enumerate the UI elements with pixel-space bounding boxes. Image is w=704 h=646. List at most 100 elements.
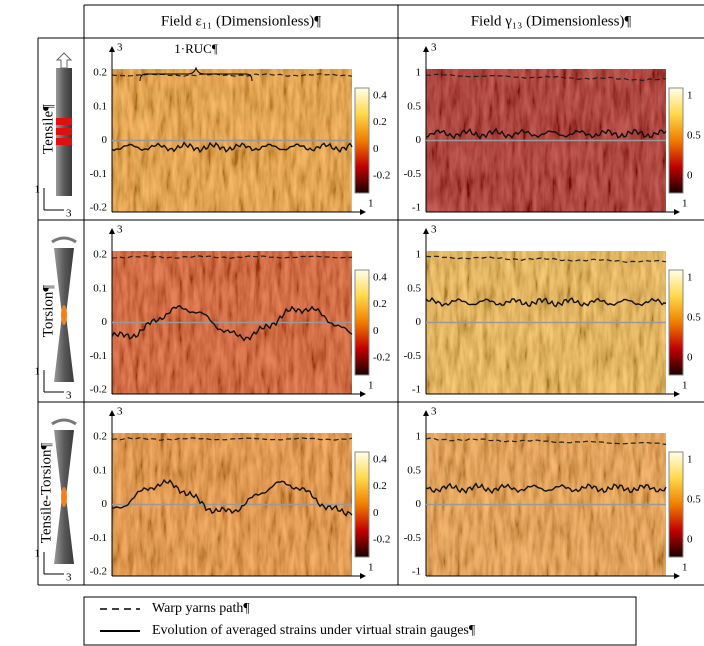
y-tick-label: -0.1 (90, 168, 107, 180)
axis-label: 1 (682, 198, 688, 210)
colorbar (668, 451, 684, 558)
legend-entry: Warp yarns path¶ (152, 601, 250, 616)
specimen-center (61, 305, 67, 325)
axis-label: 1 (682, 380, 688, 392)
y-tick-label: -0.5 (404, 532, 422, 544)
colorbar (354, 87, 370, 194)
axis-arrow (360, 573, 366, 579)
row-label: Torsion¶ (40, 285, 56, 338)
colorbar-tick-label: 0.2 (373, 480, 387, 492)
y-tick-label: 0 (102, 134, 108, 146)
specimen-axis-label: 3 (66, 390, 72, 402)
colorbar (354, 451, 370, 558)
specimen-arrow (55, 52, 73, 69)
y-tick-label: 0.1 (93, 464, 107, 476)
axis-arrow (674, 209, 680, 215)
y-tick-label: -0.2 (90, 566, 107, 578)
colorbar-tick-label: 0.4 (373, 454, 387, 466)
row-label: Tensile-Torsion¶ (38, 443, 54, 544)
y-tick-label: 0 (416, 134, 422, 146)
colorbar-tick-label: -0.2 (373, 534, 390, 546)
specimen-band (56, 118, 72, 125)
axis-label: 1 (368, 380, 374, 392)
ruc-brace (139, 66, 253, 82)
strain-curve (111, 141, 353, 154)
y-tick-label: -0.5 (404, 168, 422, 180)
y-tick-label: -1 (412, 202, 421, 214)
colorbar-tick-label: 0.2 (373, 298, 387, 310)
colorbar-tick-label: 1 (687, 454, 693, 466)
row-label: Tensile¶ (40, 104, 56, 154)
warp-path (111, 255, 353, 259)
legend-entry: Evolution of averaged strains under virt… (152, 623, 476, 638)
axis-arrow (674, 391, 680, 397)
colorbar-tick-label: 0.4 (373, 272, 387, 284)
warp-path (425, 255, 667, 263)
strain-curve (425, 482, 667, 495)
specimen-axis-label: 3 (66, 208, 72, 220)
column-header: Field γ₁₃ (Dimensionless)¶ (471, 13, 632, 29)
axis-arrow (423, 410, 429, 416)
y-tick-label: -0.5 (404, 350, 422, 362)
warp-path (425, 437, 667, 445)
colorbar-tick-label: 0.5 (687, 494, 701, 506)
y-tick-label: -1 (412, 384, 421, 396)
axis-label: 1 (368, 198, 374, 210)
y-tick-label: -0.1 (90, 532, 107, 544)
colorbar-tick-label: 0 (687, 170, 693, 182)
colorbar-tick-label: -0.2 (373, 352, 390, 364)
y-tick-label: -0.2 (90, 202, 107, 214)
specimen-axis-label: 1 (35, 184, 41, 196)
strain-curve (111, 305, 353, 342)
colorbar (354, 269, 370, 376)
annotation: 1·RUC¶ (174, 41, 218, 56)
strain-curve (425, 127, 667, 140)
axis-arrow (423, 46, 429, 52)
table-grid (37, 4, 704, 646)
colorbar-tick-label: 0 (373, 325, 379, 337)
axis-label: 1 (368, 562, 374, 574)
colorbar-tick-label: 0 (687, 352, 693, 364)
y-tick-label: 0 (416, 316, 422, 328)
specimen-arrow (51, 236, 77, 244)
colorbar-tick-label: 0 (687, 534, 693, 546)
axis-arrow (423, 228, 429, 234)
y-tick-label: 1 (416, 431, 422, 443)
axis-label: 3 (431, 406, 437, 418)
y-tick-label: 0 (102, 498, 108, 510)
y-tick-label: 1 (416, 249, 422, 261)
y-tick-label: 0.2 (93, 249, 107, 261)
colorbar-tick-label: 1 (687, 272, 693, 284)
y-tick-label: 0.2 (93, 67, 107, 79)
y-tick-label: 0 (102, 316, 108, 328)
y-tick-label: -0.2 (90, 384, 107, 396)
strain-curve (425, 296, 667, 308)
specimen-band (56, 128, 72, 135)
y-tick-label: 0.2 (93, 431, 107, 443)
specimen-center (61, 487, 67, 507)
warp-path (111, 437, 353, 441)
legend: Warp yarns path¶ Evolution of averaged s… (100, 601, 476, 638)
y-tick-label: 0.1 (93, 282, 107, 294)
colorbar-tick-label: 0 (373, 143, 379, 155)
axis-arrow (109, 410, 115, 416)
colorbar-tick-label: -0.2 (373, 170, 390, 182)
colorbar-tick-label: 0 (373, 507, 379, 519)
colorbar-tick-label: 0.5 (687, 130, 701, 142)
axis-label: 3 (117, 406, 123, 418)
axis-label: 3 (117, 42, 123, 54)
y-tick-label: 0.1 (93, 100, 107, 112)
axis-label: 3 (431, 224, 437, 236)
colorbar-tick-label: 0.4 (373, 90, 387, 102)
colorbar-tick-label: 0.5 (687, 312, 701, 324)
axis-arrow (360, 391, 366, 397)
colorbar-tick-label: 1 (687, 90, 693, 102)
specimen-arrow (51, 418, 77, 426)
y-tick-label: 0.5 (407, 464, 421, 476)
y-tick-label: -0.1 (90, 350, 107, 362)
specimen-axis-label: 3 (66, 572, 72, 584)
colorbar (668, 87, 684, 194)
warp-path (425, 73, 667, 82)
axis-arrow (360, 209, 366, 215)
